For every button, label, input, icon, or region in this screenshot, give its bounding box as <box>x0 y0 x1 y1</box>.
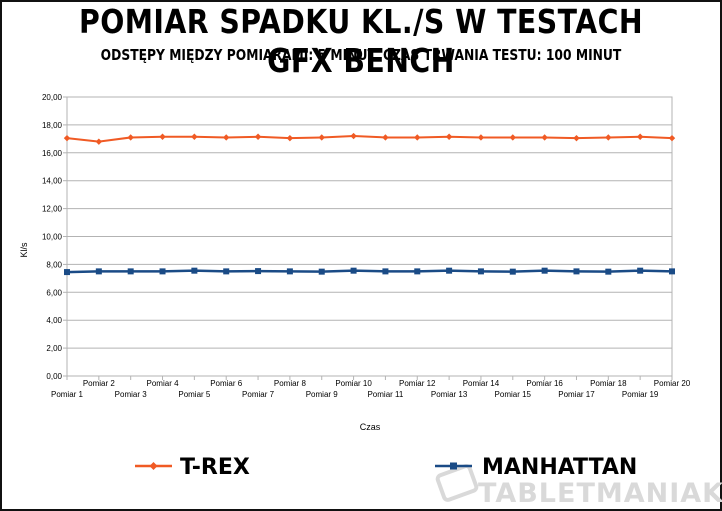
x-tick-label: Pomiar 8 <box>274 379 307 388</box>
data-point <box>605 268 612 275</box>
x-tick-label: Pomiar 7 <box>242 390 275 399</box>
x-tick-label: Pomiar 16 <box>526 379 563 388</box>
data-point <box>541 134 548 141</box>
data-point <box>286 268 293 275</box>
data-point <box>509 268 516 275</box>
y-tick-label: 4,00 <box>46 316 62 325</box>
data-point <box>414 268 421 275</box>
data-point <box>223 268 230 275</box>
y-tick-label: 14,00 <box>42 177 63 186</box>
data-point <box>382 134 389 141</box>
x-tick-label: Pomiar 15 <box>495 390 532 399</box>
data-point <box>668 134 676 142</box>
data-point <box>350 267 357 274</box>
y-tick-label: 16,00 <box>42 149 63 158</box>
data-point <box>223 134 230 141</box>
data-point <box>605 134 612 141</box>
legend-label: T-REX <box>180 455 250 480</box>
legend-label: MANHATTAN <box>482 455 637 480</box>
x-tick-label: Pomiar 2 <box>83 379 116 388</box>
watermark-tablet-icon <box>435 464 479 502</box>
legend-item: MANHATTAN <box>435 455 637 480</box>
x-tick-label: Pomiar 6 <box>210 379 243 388</box>
y-tick-label: 18,00 <box>42 121 63 130</box>
data-point <box>637 267 644 274</box>
x-tick-label: Pomiar 19 <box>622 390 659 399</box>
legend-marker <box>149 462 158 470</box>
watermark-text: TABLETMANIAK <box>478 478 722 509</box>
x-tick-label: Pomiar 9 <box>306 390 339 399</box>
data-point <box>64 269 70 276</box>
data-point <box>350 132 357 140</box>
x-tick-label: Pomiar 17 <box>558 390 595 399</box>
x-tick-label: Pomiar 18 <box>590 379 627 388</box>
x-tick-label: Pomiar 13 <box>431 390 468 399</box>
y-tick-label: 0,00 <box>46 372 62 381</box>
series-layer <box>63 132 676 276</box>
series-line <box>66 269 673 274</box>
data-point <box>95 268 102 275</box>
x-axis: Pomiar 1 Pomiar 2 Pomiar 3 Pomiar 4 Pomiar 5… <box>51 375 691 399</box>
x-tick-label: Pomiar 1 <box>51 390 84 399</box>
watermark-logo: TABLETMANIAK <box>435 464 722 509</box>
x-tick-label: Pomiar 3 <box>115 390 148 399</box>
data-point <box>191 267 198 274</box>
data-point <box>477 134 485 141</box>
legend: T-REX MANHATTAN <box>135 455 637 480</box>
x-tick-label: Pomiar 11 <box>367 390 403 399</box>
data-point <box>318 134 325 141</box>
data-point <box>573 268 580 275</box>
x-tick-label: Pomiar 14 <box>463 379 500 388</box>
data-point <box>159 133 166 140</box>
x-tick-label: Pomiar 5 <box>178 390 211 399</box>
x-tick-label: Pomiar 12 <box>399 379 436 388</box>
y-tick-label: 8,00 <box>46 260 62 269</box>
data-point <box>414 134 421 141</box>
legend-item: T-REX <box>135 455 250 480</box>
data-point <box>573 134 580 142</box>
series-line <box>66 135 673 143</box>
y-tick-label: 20,00 <box>42 93 63 102</box>
y-tick-label: 2,00 <box>46 344 62 353</box>
page-subtitle: Odstępy między pomiarami: 5 minut. Czas … <box>100 46 622 64</box>
y-axis-title: Kl/s <box>19 242 29 258</box>
data-point <box>382 268 389 275</box>
y-tick-label: 6,00 <box>46 288 62 297</box>
x-axis-title: Czas <box>360 422 381 432</box>
data-point <box>446 267 453 274</box>
data-point <box>477 268 484 275</box>
data-point <box>509 134 516 141</box>
data-point <box>254 133 262 140</box>
data-point <box>95 138 103 145</box>
data-point <box>286 134 294 142</box>
data-point <box>127 134 134 141</box>
data-point <box>669 268 675 275</box>
page-title: Pomiar spadku kl./s w testach GFX Bench <box>78 2 644 80</box>
data-point <box>255 268 262 275</box>
data-point <box>445 133 453 140</box>
x-tick-label: Pomiar 20 <box>654 379 691 388</box>
y-tick-label: 12,00 <box>42 205 63 214</box>
legend-marker <box>450 462 457 470</box>
x-tick-label: Pomiar 10 <box>335 379 372 388</box>
data-point <box>191 133 198 140</box>
data-point <box>127 268 134 275</box>
data-point <box>159 268 166 275</box>
data-point <box>541 267 548 274</box>
series-t-rex <box>63 132 676 145</box>
y-axis: 0,00 2,00 4,00 6,00 8,00 10,00 12,00 14,00 16,00… <box>42 93 67 381</box>
series-manhattan <box>64 267 675 276</box>
data-point <box>636 133 644 140</box>
x-tick-label: Pomiar 4 <box>147 379 180 388</box>
data-point <box>63 134 71 142</box>
data-point <box>318 268 325 275</box>
y-tick-label: 10,00 <box>42 233 63 242</box>
